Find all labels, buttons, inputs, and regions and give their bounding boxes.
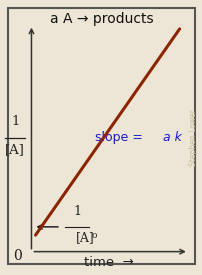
Text: Stephen Lower: Stephen Lower	[188, 109, 197, 166]
Text: 1: 1	[11, 115, 19, 128]
Text: 1: 1	[73, 205, 81, 218]
Text: a A → products: a A → products	[49, 12, 153, 26]
Text: time  →: time →	[83, 256, 133, 269]
Text: a k: a k	[163, 131, 181, 144]
Text: [A]: [A]	[76, 231, 94, 244]
Text: 0: 0	[13, 249, 22, 263]
Text: [A]: [A]	[5, 143, 25, 156]
Text: slope =: slope =	[95, 131, 147, 144]
Text: o: o	[91, 231, 96, 240]
